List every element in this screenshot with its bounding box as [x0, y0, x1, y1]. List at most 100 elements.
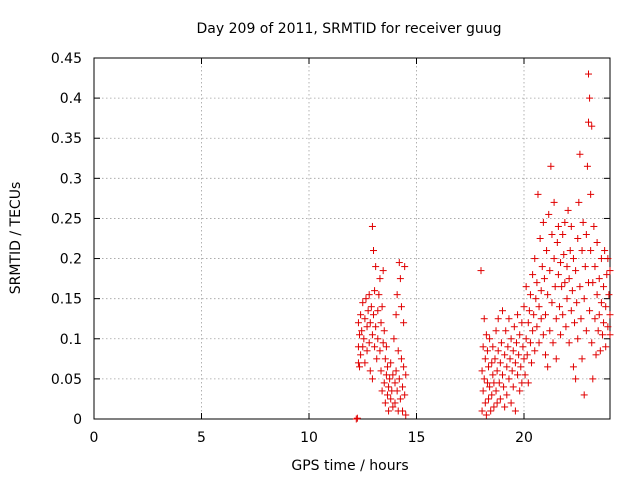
data-point [539, 331, 547, 339]
data-point [480, 375, 488, 383]
data-point [569, 363, 577, 371]
data-point [544, 291, 552, 299]
data-point [364, 307, 372, 315]
data-point [517, 363, 525, 371]
data-point [401, 391, 409, 399]
data-point [536, 235, 544, 242]
data-point [372, 323, 380, 331]
data-point [505, 315, 513, 323]
plot-area-frame [93, 57, 611, 420]
data-point [569, 255, 577, 263]
y-tick-label: 0.1 [60, 332, 82, 348]
data-point [542, 351, 549, 359]
data-point [494, 315, 502, 323]
data-point [379, 267, 387, 275]
data-point [402, 411, 410, 419]
y-tick-labels: 0 0.05 0.1 0.15 0.2 0.25 0.3 0.35 0.4 0.45 [51, 51, 82, 428]
data-point [387, 395, 395, 403]
data-point [356, 363, 364, 371]
x-tick-label: 5 [197, 430, 206, 446]
data-point [589, 279, 597, 287]
data-point [383, 363, 391, 371]
data-point [601, 247, 609, 255]
data-point [361, 359, 369, 367]
data-point [583, 162, 591, 170]
data-point [534, 190, 542, 198]
data-point [580, 391, 588, 399]
data-point [526, 291, 534, 299]
data-point [509, 383, 517, 391]
data-point [590, 222, 598, 230]
data-point [561, 218, 569, 226]
data-point [519, 343, 527, 351]
data-point [479, 343, 487, 351]
data-point [488, 359, 496, 367]
data-point [572, 375, 580, 383]
data-point [394, 347, 402, 355]
data-point [554, 222, 562, 230]
data-point [376, 347, 384, 355]
data-point [606, 267, 614, 275]
data-point [600, 283, 608, 291]
x-axis-label: GPS time / hours [291, 458, 408, 474]
data-point [363, 347, 371, 355]
data-point [382, 371, 390, 379]
data-point [597, 255, 605, 263]
data-points [352, 70, 614, 423]
data-point [586, 94, 594, 102]
data-point [524, 319, 532, 327]
data-point [381, 399, 389, 407]
data-point [514, 311, 522, 319]
data-point [559, 311, 567, 319]
data-point [372, 263, 380, 271]
data-point [550, 255, 558, 263]
data-point [365, 339, 373, 347]
y-tick-label: 0.15 [51, 292, 82, 308]
data-point [524, 379, 532, 387]
data-point [507, 335, 515, 343]
data-point [390, 335, 398, 343]
data-point [582, 327, 590, 335]
data-point [379, 339, 387, 347]
data-point [392, 367, 400, 375]
data-point [586, 307, 594, 315]
data-point [508, 367, 516, 375]
data-point [596, 347, 604, 355]
data-point [389, 371, 397, 379]
data-point [395, 259, 403, 267]
data-point [363, 323, 371, 331]
data-point [385, 407, 393, 415]
data-point [595, 275, 603, 283]
y-tick-label: 0.25 [51, 211, 82, 227]
data-point [595, 311, 603, 319]
data-point [520, 355, 528, 363]
data-point [516, 387, 524, 395]
data-point [539, 218, 547, 226]
data-point [563, 295, 571, 303]
data-point [383, 391, 391, 399]
data-point [604, 255, 612, 263]
data-point [548, 230, 556, 238]
data-point [529, 271, 537, 279]
data-point [480, 315, 488, 323]
data-point [506, 355, 514, 363]
data-point [530, 311, 538, 319]
data-point [553, 239, 561, 247]
data-point [368, 222, 376, 230]
data-point [521, 371, 529, 379]
data-point [533, 323, 541, 331]
data-point [357, 351, 365, 359]
x-tick-label: 20 [515, 430, 533, 446]
y-tick-label: 0.3 [60, 171, 82, 187]
data-point [505, 375, 513, 383]
data-point [386, 375, 394, 383]
x-tick-labels: 0 5 10 15 20 [90, 430, 533, 446]
data-point [598, 331, 606, 339]
data-point [401, 263, 409, 271]
data-point [402, 371, 410, 379]
data-point [585, 118, 592, 126]
data-point [543, 247, 551, 255]
data-point [573, 299, 581, 307]
data-point [489, 371, 497, 379]
data-point [593, 291, 601, 299]
